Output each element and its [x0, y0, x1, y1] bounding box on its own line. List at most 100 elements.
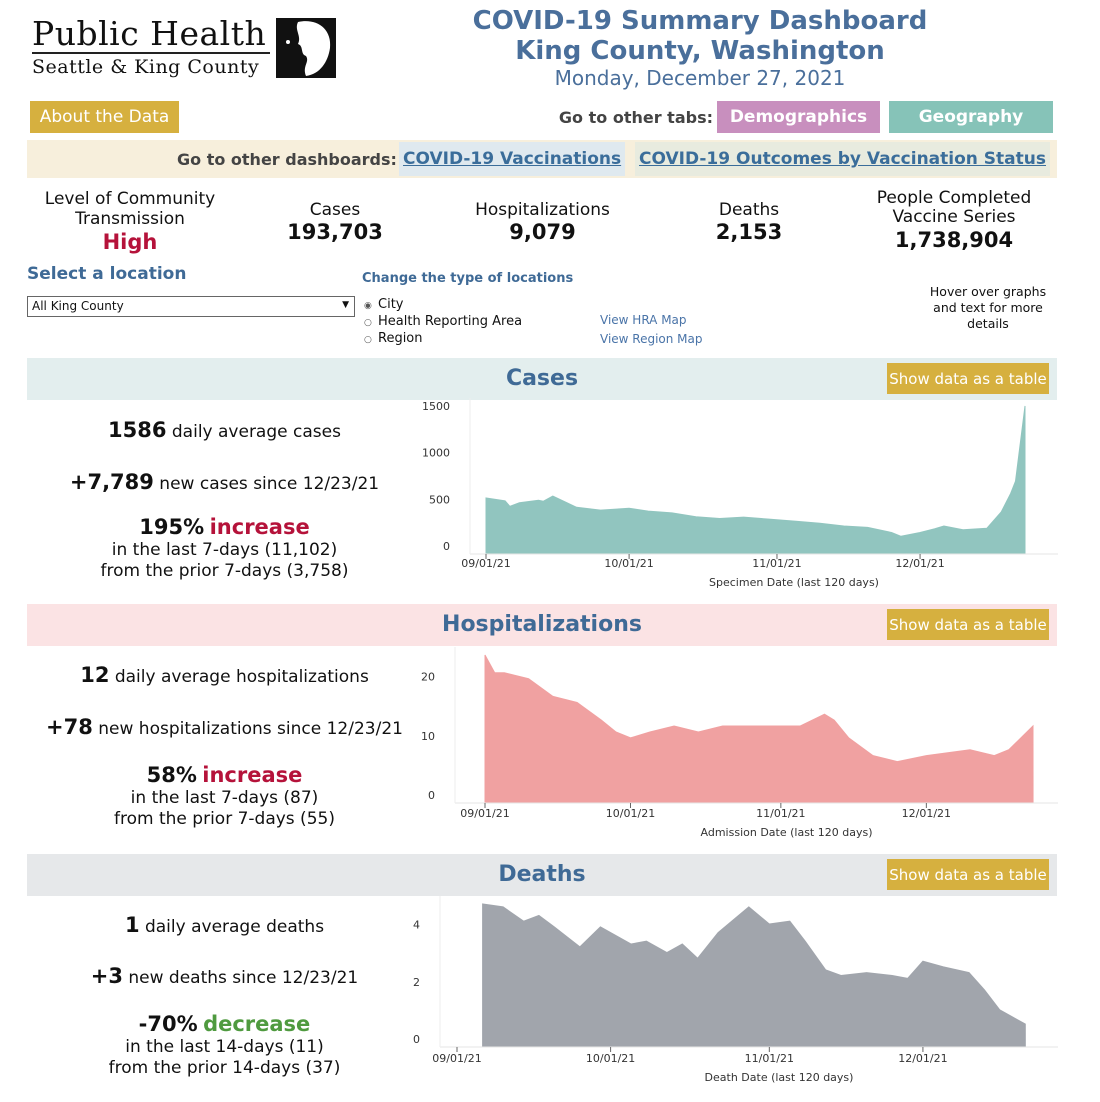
x-tick-label: 09/01/21 — [432, 1052, 481, 1065]
stat-text: new cases since 12/23/21 — [153, 474, 380, 494]
tab-demographics[interactable]: Demographics — [717, 101, 880, 133]
deaths-section-header: Deaths Show data as a table — [27, 854, 1057, 896]
percent-change: 195% increase in the last 7-days (11,102… — [27, 517, 422, 582]
change-prior: from the prior 7-days (55) — [114, 809, 335, 829]
y-tick-label: 20 — [421, 671, 435, 684]
y-tick-label: 0 — [443, 540, 450, 553]
change-period: in the last 7-days (87) — [130, 788, 319, 808]
daily-average: 12 daily average hospitalizations — [27, 663, 422, 687]
x-tick-label: 12/01/21 — [898, 1052, 947, 1065]
kpi-value: 193,703 — [287, 220, 383, 244]
stat-number: +78 — [46, 715, 93, 739]
x-axis-label: Admission Date (last 120 days) — [701, 826, 873, 839]
x-tick-label: 12/01/21 — [895, 557, 944, 570]
stat-text: new hospitalizations since 12/23/21 — [92, 719, 403, 739]
kpi-label: Vaccine Series — [892, 207, 1016, 227]
kpi-label: Hospitalizations — [475, 200, 610, 220]
x-tick-label: 11/01/21 — [756, 807, 805, 820]
new-since: +78 new hospitalizations since 12/23/21 — [27, 715, 422, 739]
other-tabs-label: Go to other tabs: — [558, 108, 713, 127]
x-tick-label: 09/01/21 — [461, 557, 510, 570]
change-direction: decrease — [203, 1012, 311, 1036]
radio-icon: ○ — [364, 335, 372, 345]
dashboard-subtitle: King County, Washington — [515, 36, 885, 66]
stat-number: 1 — [124, 913, 140, 937]
x-tick-label: 11/01/21 — [752, 557, 801, 570]
hosp-section-header: Hospitalizations Show data as a table — [27, 604, 1057, 646]
radio-selected-icon: ◉ — [364, 301, 372, 311]
stat-number: +3 — [90, 964, 123, 988]
vaccinations-link[interactable]: COVID-19 Vaccinations — [399, 142, 626, 176]
kpi-label: Level of Community — [44, 189, 216, 209]
select-location-label: Select a location — [27, 264, 187, 284]
view-hra-map-link[interactable]: View HRA Map — [600, 313, 687, 327]
kpi-value: 9,079 — [509, 220, 576, 244]
kpi-label: Transmission — [75, 209, 185, 229]
daily-average: 1 daily average deaths — [27, 913, 422, 937]
chevron-down-icon: ▼ — [342, 300, 349, 310]
x-tick-label: 11/01/21 — [745, 1052, 794, 1065]
percent-change: 58% increase in the last 7-days (87) fro… — [27, 765, 422, 830]
stat-number: 1586 — [108, 418, 167, 442]
dashboards-bar: Go to other dashboards: COVID-19 Vaccina… — [27, 140, 1057, 178]
daily-average: 1586 daily average cases — [27, 418, 422, 442]
radio-hra[interactable]: ○ Health Reporting Area — [364, 314, 522, 329]
view-region-map-link[interactable]: View Region Map — [600, 332, 703, 346]
kpi-vaccine: People Completed Vaccine Series 1,738,904 — [860, 189, 1048, 253]
y-tick-label: 0 — [428, 789, 435, 802]
logo-divider — [32, 52, 270, 54]
radio-label: Health Reporting Area — [378, 314, 523, 329]
transmission-level: High — [102, 230, 158, 254]
kpi-value: 1,738,904 — [894, 228, 1014, 252]
radio-city[interactable]: ◉ City — [364, 297, 403, 312]
radio-icon: ○ — [364, 318, 372, 328]
y-tick-label: 10 — [421, 730, 435, 743]
x-tick-label: 10/01/21 — [586, 1052, 635, 1065]
y-tick-label: 1500 — [422, 400, 450, 413]
x-axis-label: Specimen Date (last 120 days) — [709, 576, 879, 589]
new-since: +3 new deaths since 12/23/21 — [27, 964, 422, 988]
change-period: in the last 7-days (11,102) — [111, 540, 338, 560]
kpi-label: People Completed — [876, 188, 1032, 208]
cases-section-header: Cases Show data as a table — [27, 358, 1057, 400]
section-title: Cases — [505, 366, 579, 391]
area-series — [482, 903, 1026, 1048]
logo-face-icon — [276, 18, 336, 78]
logo-subtitle: Seattle & King County — [32, 56, 260, 78]
show-table-button[interactable]: Show data as a table — [887, 363, 1049, 394]
stat-text: daily average hospitalizations — [109, 667, 369, 687]
y-tick-label: 1000 — [422, 447, 450, 460]
x-tick-label: 09/01/21 — [460, 807, 509, 820]
show-table-button[interactable]: Show data as a table — [887, 609, 1049, 640]
radio-region[interactable]: ○ Region — [364, 331, 423, 346]
kpi-deaths: Deaths 2,153 — [690, 200, 808, 244]
outcomes-link[interactable]: COVID-19 Outcomes by Vaccination Status — [635, 142, 1050, 176]
about-data-button[interactable]: About the Data — [30, 101, 179, 133]
kpi-transmission: Level of Community Transmission High — [30, 189, 230, 255]
x-tick-label: 12/01/21 — [902, 807, 951, 820]
location-type-label: Change the type of locations — [362, 271, 574, 286]
kpi-hospitalizations: Hospitalizations 9,079 — [450, 200, 635, 244]
tab-geography[interactable]: Geography — [889, 101, 1053, 133]
location-select[interactable]: All King County ▼ — [27, 296, 355, 317]
radio-label: Region — [378, 331, 423, 346]
percent-value: -70% — [138, 1012, 198, 1036]
change-direction: increase — [202, 763, 303, 787]
x-tick-label: 10/01/21 — [606, 807, 655, 820]
percent-change: -70% decrease in the last 14-days (11) f… — [27, 1014, 422, 1079]
kpi-value: 2,153 — [715, 220, 783, 244]
y-tick-label: 500 — [429, 493, 450, 506]
report-date: Monday, December 27, 2021 — [554, 66, 846, 90]
stat-text: new deaths since 12/23/21 — [122, 968, 359, 988]
percent-value: 195% — [139, 515, 205, 539]
area-series — [484, 654, 1034, 804]
new-since: +7,789 new cases since 12/23/21 — [27, 470, 422, 494]
change-prior: from the prior 14-days (37) — [108, 1058, 341, 1078]
show-table-button[interactable]: Show data as a table — [887, 859, 1049, 890]
location-select-value: All King County — [32, 299, 124, 313]
radio-label: City — [378, 297, 404, 312]
dashboard-title: COVID-19 Summary Dashboard — [472, 6, 928, 36]
logo-title: Public Health — [32, 14, 267, 53]
change-prior: from the prior 7-days (3,758) — [100, 561, 349, 581]
hover-note: Hover over graphs and text for more deta… — [929, 284, 1047, 331]
